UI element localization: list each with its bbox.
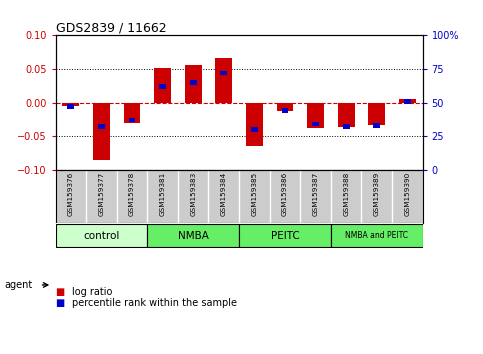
Text: ■: ■ <box>56 298 65 308</box>
Text: GSM159378: GSM159378 <box>129 171 135 216</box>
Bar <box>93 103 110 160</box>
Bar <box>124 103 141 123</box>
Text: GSM159388: GSM159388 <box>343 171 349 216</box>
Bar <box>343 124 350 129</box>
Text: PEITC: PEITC <box>270 230 299 241</box>
Text: GSM159386: GSM159386 <box>282 171 288 216</box>
Text: percentile rank within the sample: percentile rank within the sample <box>72 298 238 308</box>
Bar <box>62 103 79 106</box>
Text: NMBA and PEITC: NMBA and PEITC <box>345 231 408 240</box>
Bar <box>373 123 380 128</box>
Bar <box>159 84 166 89</box>
Bar <box>404 99 411 104</box>
Text: GSM159377: GSM159377 <box>99 171 104 216</box>
Bar <box>338 103 355 127</box>
Bar <box>246 103 263 146</box>
Text: log ratio: log ratio <box>72 287 113 297</box>
Bar <box>185 65 201 103</box>
Bar <box>277 103 293 110</box>
Text: GSM159387: GSM159387 <box>313 171 319 216</box>
Bar <box>282 108 288 113</box>
Bar <box>154 68 171 103</box>
Bar <box>369 103 385 125</box>
Text: GSM159384: GSM159384 <box>221 171 227 216</box>
Text: GSM159390: GSM159390 <box>404 171 411 216</box>
Bar <box>190 80 197 85</box>
Text: GSM159383: GSM159383 <box>190 171 196 216</box>
Bar <box>215 58 232 103</box>
Text: GSM159381: GSM159381 <box>159 171 166 216</box>
Text: control: control <box>83 230 120 241</box>
Bar <box>220 71 227 75</box>
Bar <box>307 103 324 128</box>
Bar <box>68 104 74 109</box>
Text: agent: agent <box>5 280 33 290</box>
Text: GDS2839 / 11662: GDS2839 / 11662 <box>56 21 166 34</box>
Bar <box>399 99 416 103</box>
Bar <box>98 124 105 129</box>
Text: GSM159385: GSM159385 <box>251 171 257 216</box>
Bar <box>128 118 135 122</box>
Bar <box>56 224 147 247</box>
Text: GSM159376: GSM159376 <box>68 171 74 216</box>
Bar <box>239 224 331 247</box>
Bar <box>331 224 423 247</box>
Text: NMBA: NMBA <box>178 230 209 241</box>
Bar <box>147 224 239 247</box>
Bar <box>251 127 258 132</box>
Bar <box>312 122 319 126</box>
Text: GSM159389: GSM159389 <box>374 171 380 216</box>
Text: ■: ■ <box>56 287 65 297</box>
